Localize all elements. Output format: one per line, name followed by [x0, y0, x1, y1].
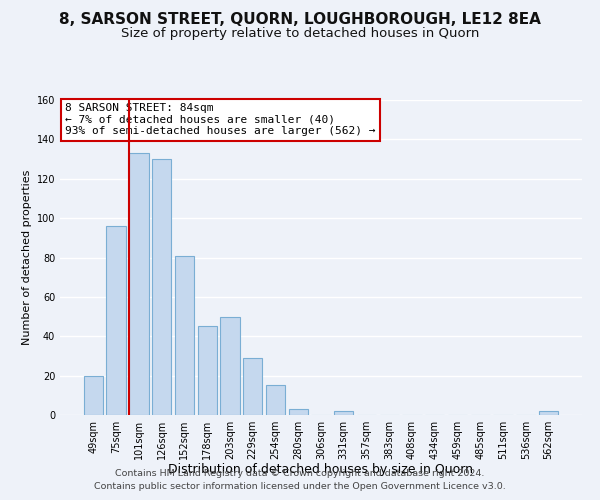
Bar — [289, 409, 308, 415]
Text: Contains public sector information licensed under the Open Government Licence v3: Contains public sector information licen… — [94, 482, 506, 491]
X-axis label: Distribution of detached houses by size in Quorn: Distribution of detached houses by size … — [169, 464, 473, 476]
Text: Contains HM Land Registry data © Crown copyright and database right 2024.: Contains HM Land Registry data © Crown c… — [115, 468, 485, 477]
Bar — [84, 376, 103, 415]
Text: Size of property relative to detached houses in Quorn: Size of property relative to detached ho… — [121, 28, 479, 40]
Y-axis label: Number of detached properties: Number of detached properties — [22, 170, 32, 345]
Text: 8, SARSON STREET, QUORN, LOUGHBOROUGH, LE12 8EA: 8, SARSON STREET, QUORN, LOUGHBOROUGH, L… — [59, 12, 541, 28]
Bar — [197, 326, 217, 415]
Text: 8 SARSON STREET: 84sqm
← 7% of detached houses are smaller (40)
93% of semi-deta: 8 SARSON STREET: 84sqm ← 7% of detached … — [65, 103, 376, 136]
Bar — [243, 358, 262, 415]
Bar — [539, 411, 558, 415]
Bar — [334, 411, 353, 415]
Bar — [106, 226, 126, 415]
Bar — [129, 153, 149, 415]
Bar — [152, 159, 172, 415]
Bar — [266, 386, 285, 415]
Bar — [175, 256, 194, 415]
Bar — [220, 316, 239, 415]
